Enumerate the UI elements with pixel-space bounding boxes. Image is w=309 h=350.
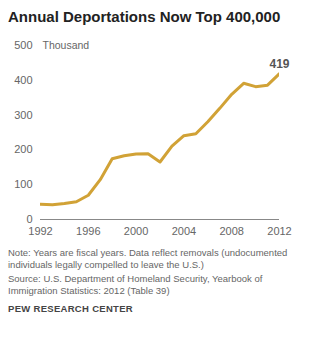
- svg-text:2012: 2012: [267, 225, 291, 237]
- svg-text:Thousand: Thousand: [43, 39, 90, 51]
- html-text:Note: Years are fiscal years.: Note: Years are fiscal years. Data refle…: [8, 247, 288, 270]
- svg-text:0: 0: [26, 213, 32, 225]
- svg-text:2004: 2004: [172, 225, 196, 237]
- svg-text:1992: 1992: [28, 225, 52, 237]
- svg-text:300: 300: [14, 109, 32, 121]
- svg-text:500: 500: [14, 39, 32, 51]
- html-text:Annual Deportations Now Top 40: Annual Deportations Now Top 400,000: [8, 8, 281, 25]
- html-text:PEW RESEARCH CENTER: PEW RESEARCH CENTER: [8, 303, 133, 314]
- svg-text:419: 419: [269, 57, 289, 71]
- svg-text:1996: 1996: [76, 225, 100, 237]
- svg-text:100: 100: [14, 178, 32, 190]
- svg-text:400: 400: [14, 74, 32, 86]
- svg-text:2000: 2000: [124, 225, 148, 237]
- html-text:Source: U.S. Department of Hom: Source: U.S. Department of Homeland Secu…: [8, 273, 263, 296]
- svg-text:2008: 2008: [219, 225, 243, 237]
- svg-text:200: 200: [14, 143, 32, 155]
